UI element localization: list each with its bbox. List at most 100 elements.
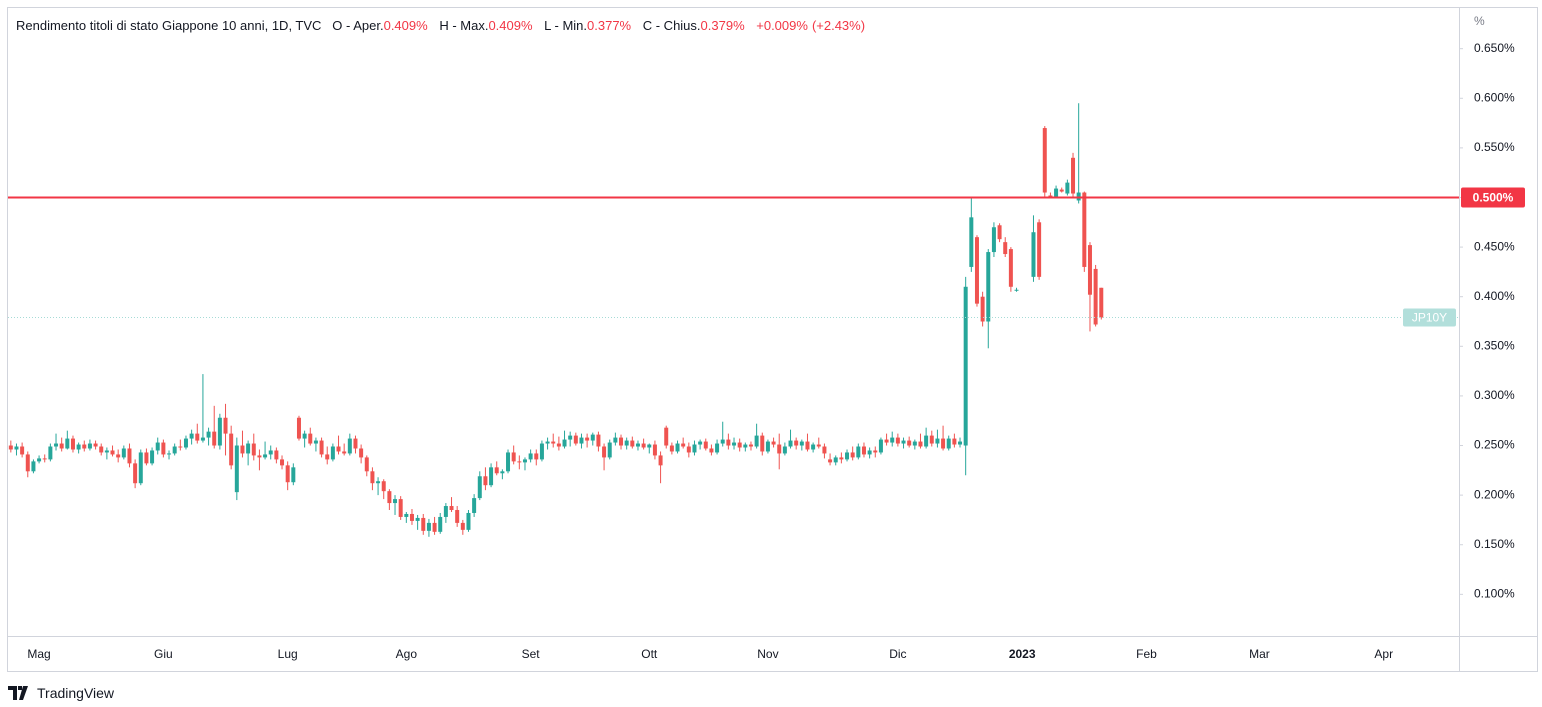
candle-body [370,471,375,484]
candle-body [127,448,132,464]
candle-body [1014,289,1019,291]
y-unit: % [1474,14,1485,28]
candle-body [59,443,64,449]
candle-body [720,439,725,444]
chart-frame [7,7,1538,672]
candle-body [291,467,296,483]
y-tick-label: 0.450% [1474,239,1515,253]
candle-body [364,457,369,472]
candle-body [596,434,601,447]
candle-body [901,440,906,444]
candle-body [42,458,47,460]
candle-body [551,441,556,444]
candle-body [460,522,465,530]
candle-body [522,459,527,463]
candle-body [426,522,431,531]
candle-body [794,440,799,446]
candle-body [409,513,414,521]
candle-body [251,443,256,456]
candle-body [579,437,584,444]
candle-body [87,443,92,449]
candle-body [432,522,437,532]
candle-body [483,476,488,486]
candle-body [144,452,149,464]
candle-body [692,444,697,453]
candle-body [466,512,471,530]
candle-body [1003,242,1008,255]
candle-body [833,457,838,463]
candle-body [217,417,222,446]
legend-change: +0.009% [756,18,808,33]
candle-body [359,448,364,458]
x-tick-label: Set [522,647,541,661]
candle-body [20,446,25,455]
candle-body [257,455,262,458]
candle-body [421,517,426,531]
brand[interactable]: TradingView [8,685,114,701]
candle-body [799,441,804,446]
candle-body [709,448,714,453]
candle-body [895,437,900,444]
candle-body [138,452,143,484]
candle-body [31,461,36,472]
candle-body [1054,188,1059,197]
candle-body [974,237,979,304]
candle-body [404,513,409,517]
x-tick-label: Dic [889,647,906,661]
y-tick-label: 0.600% [1474,90,1515,104]
candle-body [449,506,454,511]
y-tick-label: 0.350% [1474,338,1515,352]
x-tick-label: 2023 [1009,647,1036,661]
legend-value: 0.409% [383,18,428,33]
candle-body [669,445,674,452]
candle-body [760,435,765,452]
candle-body [319,440,324,455]
candle-body [845,452,850,460]
hline-badge [1461,187,1525,208]
candle-body [110,450,115,455]
brand-logo [8,686,28,700]
symbol-label: JP10Y [1412,311,1447,325]
legend-value: 0.409% [488,18,533,33]
candle-body [607,442,612,458]
candle-body [313,440,318,444]
candle-body [229,433,234,466]
candle-body [342,451,347,454]
candle-body [1087,245,1092,295]
candle-body [477,476,482,499]
candle-body [782,446,787,454]
candle-body [963,286,968,446]
candle-body [777,444,782,454]
candle-body [189,433,194,439]
candle-body [70,438,75,450]
candle-body [884,439,889,443]
legend-label: L - Min. [544,18,588,33]
candle-body [556,443,561,447]
candle-body [223,417,228,434]
candle-body [240,445,245,454]
candle-body [376,481,381,484]
candle-body [929,435,934,444]
candle-body [387,491,392,504]
candle-body [850,452,855,458]
candle-body [619,437,624,446]
candle-body [1065,182,1070,194]
y-tick-label: 0.650% [1474,41,1515,55]
y-tick-label: 0.200% [1474,487,1515,501]
candle-body [635,443,640,447]
candle-body [732,442,737,446]
candle-body [206,431,211,438]
candle-body [263,454,268,458]
candle-body [602,446,607,458]
candle-body [986,252,991,322]
candle-body [562,439,567,447]
candle-body [1037,222,1042,277]
candle-body [455,510,460,523]
candle-body [935,438,940,444]
candle-body [511,452,516,462]
candle-body [613,437,618,443]
candle-body [48,446,53,460]
candle-body [325,454,330,460]
candle-body [590,434,595,441]
candle-body [82,444,87,449]
